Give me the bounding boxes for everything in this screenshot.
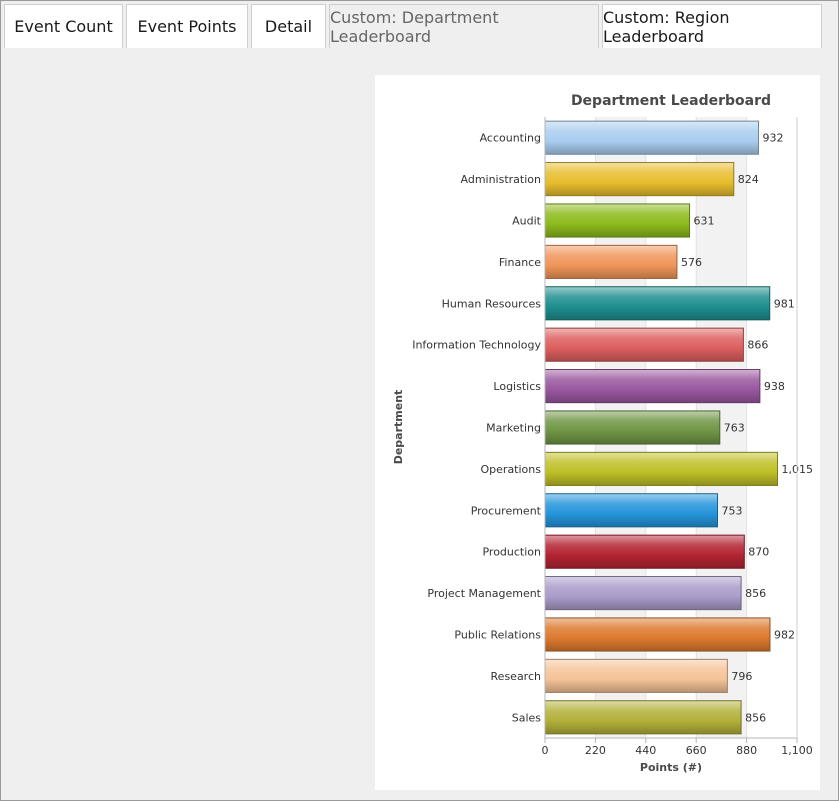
bar[interactable] bbox=[544, 369, 761, 404]
tab-detail[interactable]: Detail bbox=[251, 4, 326, 48]
bar[interactable] bbox=[544, 244, 678, 279]
x-tick-label: 660 bbox=[686, 744, 707, 757]
value-label: 824 bbox=[738, 173, 759, 186]
x-tick-label: 440 bbox=[635, 744, 656, 757]
value-label: 856 bbox=[745, 711, 766, 724]
bar[interactable] bbox=[544, 410, 721, 445]
category-label: Sales bbox=[512, 711, 542, 724]
tab-region-leaderboard[interactable]: Custom: Region Leaderboard bbox=[602, 4, 822, 48]
tab-event-count[interactable]: Event Count bbox=[4, 4, 123, 48]
bar[interactable] bbox=[544, 658, 728, 693]
value-label: 576 bbox=[681, 256, 702, 269]
value-label: 932 bbox=[763, 132, 784, 145]
x-tick-label: 1,100 bbox=[781, 744, 813, 757]
category-label: Operations bbox=[481, 463, 542, 476]
category-label: Human Resources bbox=[442, 297, 542, 310]
bar[interactable] bbox=[544, 617, 771, 652]
chart-panel: 932 824 631 576 981 866 938 763 1,015 753 870 856 98… bbox=[375, 75, 820, 790]
bar[interactable] bbox=[544, 286, 771, 321]
value-label: 763 bbox=[724, 422, 745, 435]
bar[interactable] bbox=[544, 576, 742, 611]
bars: 9328246315769818669387631,01575387085698… bbox=[544, 120, 813, 735]
x-axis-label: Points (#) bbox=[640, 761, 702, 774]
category-label: Public Relations bbox=[454, 629, 541, 642]
bar[interactable] bbox=[544, 451, 779, 486]
bar[interactable] bbox=[544, 120, 760, 155]
y-axis-label: Department bbox=[392, 390, 405, 465]
tab-event-points[interactable]: Event Points bbox=[126, 4, 248, 48]
value-label: 870 bbox=[748, 546, 769, 559]
chart-title: Department Leaderboard bbox=[571, 93, 771, 109]
value-label: 938 bbox=[764, 380, 785, 393]
bar[interactable] bbox=[544, 700, 742, 735]
category-label: Project Management bbox=[427, 587, 541, 600]
x-tick-label: 880 bbox=[736, 744, 757, 757]
x-tick-label: 0 bbox=[542, 744, 549, 757]
value-label: 856 bbox=[745, 587, 766, 600]
bar[interactable] bbox=[544, 162, 735, 197]
bar[interactable] bbox=[544, 534, 745, 569]
category-label: Information Technology bbox=[412, 339, 541, 352]
category-label: Logistics bbox=[493, 380, 541, 393]
x-tick-label: 220 bbox=[585, 744, 606, 757]
bar[interactable] bbox=[544, 493, 719, 528]
bar[interactable] bbox=[544, 327, 744, 362]
value-label: 982 bbox=[774, 629, 795, 642]
value-label: 981 bbox=[774, 297, 795, 310]
category-label: Finance bbox=[499, 256, 541, 269]
category-label: Administration bbox=[461, 173, 542, 186]
tab-department-leaderboard[interactable]: Custom: Department Leaderboard bbox=[329, 4, 599, 48]
category-label: Marketing bbox=[486, 422, 541, 435]
category-label: Audit bbox=[512, 215, 542, 228]
leaderboard-chart: 9328246315769818669387631,01575387085698… bbox=[392, 93, 813, 774]
category-label: Accounting bbox=[480, 132, 541, 145]
value-label: 631 bbox=[694, 215, 715, 228]
tab-bar: Event Count Event Points Detail Custom: … bbox=[4, 4, 838, 49]
bar[interactable] bbox=[544, 203, 691, 238]
value-label: 866 bbox=[747, 339, 768, 352]
value-label: 753 bbox=[722, 504, 743, 517]
value-label: 796 bbox=[731, 670, 752, 683]
category-label: Production bbox=[482, 546, 541, 559]
category-label: Research bbox=[491, 670, 541, 683]
category-label: Procurement bbox=[471, 504, 542, 517]
axes: Accounting Administration Audit Finance Huma… bbox=[412, 117, 813, 757]
